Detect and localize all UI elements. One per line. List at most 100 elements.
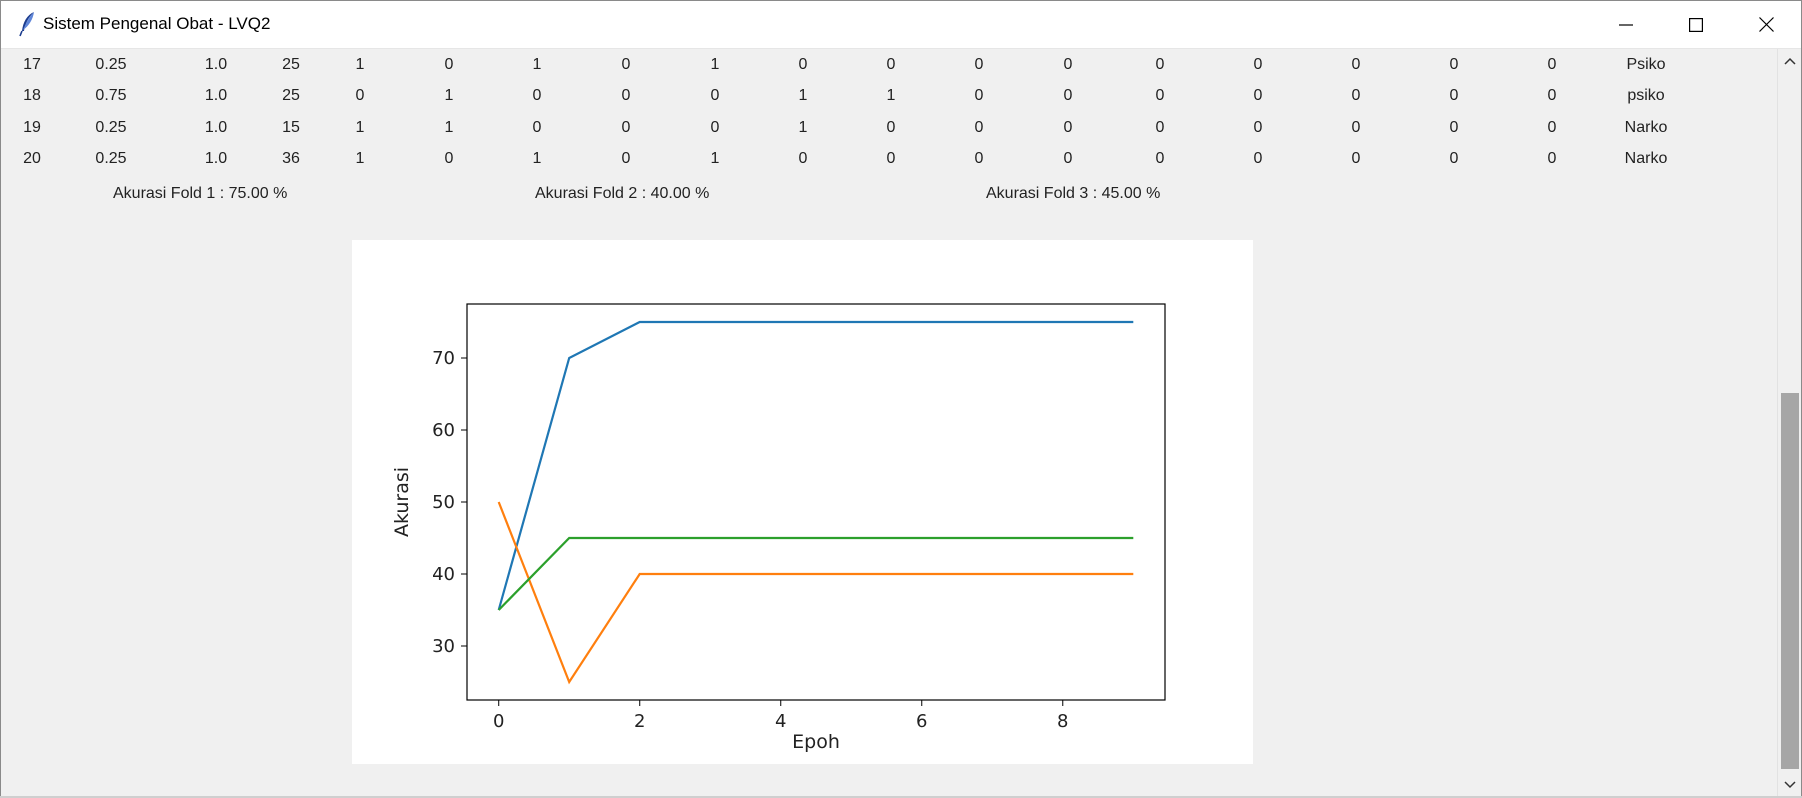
table-cell: 0 xyxy=(1547,87,1557,104)
scroll-thumb[interactable] xyxy=(1781,393,1799,769)
main-content: 17 0.25 1.0 25 1 0 1 0 1 0 0 0 0 0 0 0 0 0 Psiko 1 8 0.75 1.0 2… xyxy=(1,49,1777,797)
vertical-scrollbar[interactable] xyxy=(1777,49,1801,797)
table-cell: 0 xyxy=(710,119,720,136)
table-cell: 0 xyxy=(1351,150,1361,167)
scroll-up-button[interactable] xyxy=(1778,49,1801,73)
table-cell: 0 xyxy=(1351,119,1361,136)
x-tick-label: 8 xyxy=(1057,711,1068,732)
table-cell: 1 xyxy=(798,87,808,104)
accuracy-chart-panel: 0 2 4 6 8 30 40 50 60 70 Epoh Akurasi xyxy=(352,240,1253,764)
series-line-1 xyxy=(497,320,1134,611)
y-tick-label: 70 xyxy=(432,348,455,369)
table-cell: 0 xyxy=(886,119,896,136)
table-cell: 0 xyxy=(1449,119,1459,136)
table-cell: 0 xyxy=(1155,56,1165,73)
y-tick-label: 30 xyxy=(432,636,455,657)
table-cell: 19 xyxy=(23,119,41,136)
table-cell: 0 xyxy=(532,87,542,104)
series-line-3 xyxy=(497,536,1134,611)
axes-frame xyxy=(466,303,1166,701)
table-cell: 25 xyxy=(282,87,300,104)
y-tick-label: 40 xyxy=(432,564,455,585)
table-cell: 0 xyxy=(974,56,984,73)
table-cell: 0 xyxy=(355,87,365,104)
table-cell: 0 xyxy=(444,150,454,167)
table-cell: 0 xyxy=(886,56,896,73)
table-cell: 1 xyxy=(444,87,454,104)
table-cell: 1 xyxy=(710,56,720,73)
table-cell: 1 xyxy=(355,150,365,167)
maximize-icon xyxy=(1689,17,1703,32)
table-cell: psiko xyxy=(1627,87,1665,104)
table-cell: 1 xyxy=(532,56,542,73)
window-bottom-edge xyxy=(0,796,1802,798)
scroll-down-button[interactable] xyxy=(1778,773,1801,797)
table-cell: 1 xyxy=(710,150,720,167)
table-cell: 0 xyxy=(886,150,896,167)
maximize-button[interactable] xyxy=(1666,1,1726,48)
table-cell: 0 xyxy=(1155,87,1165,104)
table-cell: 1 xyxy=(886,87,896,104)
table-cell: 1 xyxy=(798,119,808,136)
chevron-down-icon xyxy=(1784,781,1796,789)
table-cell: 0 xyxy=(532,119,542,136)
table-cell: 0 xyxy=(974,150,984,167)
y-tick-label: 50 xyxy=(432,492,455,513)
table-cell: 0 xyxy=(444,56,454,73)
table-cell: 17 xyxy=(23,56,41,73)
y-axis-label: Akurasi xyxy=(391,467,413,537)
table-cell: 1.0 xyxy=(204,87,228,104)
accuracy-fold-2: Akurasi Fold 2 : 40.00 % xyxy=(535,185,710,202)
x-tick-label: 2 xyxy=(634,711,645,732)
table-cell: 0 xyxy=(621,150,631,167)
y-tick-label: 60 xyxy=(432,420,455,441)
table-cell: 0 xyxy=(1449,150,1459,167)
x-axis-label: Epoh xyxy=(792,731,840,753)
title-bar[interactable]: Sistem Pengenal Obat - LVQ2 xyxy=(1,1,1801,49)
window-title: Sistem Pengenal Obat - LVQ2 xyxy=(43,14,271,33)
table-cell: 0 xyxy=(621,56,631,73)
table-cell: 0.75 xyxy=(95,87,127,104)
accuracy-fold-1: Akurasi Fold 1 : 75.00 % xyxy=(113,185,288,202)
table-cell: 0 xyxy=(974,87,984,104)
table-cell: Narko xyxy=(1624,150,1668,167)
table-cell: 0 xyxy=(1063,56,1073,73)
table-cell: 0 xyxy=(1449,56,1459,73)
table-cell: 20 xyxy=(23,150,41,167)
table-cell: 0 xyxy=(710,87,720,104)
table-cell: 0 xyxy=(621,119,631,136)
minimize-button[interactable] xyxy=(1596,1,1656,48)
table-cell: 0.25 xyxy=(95,56,127,73)
table-cell: 0 xyxy=(798,56,808,73)
table-cell: 15 xyxy=(282,119,300,136)
minimize-icon xyxy=(1619,23,1633,26)
table-cell: 0 xyxy=(1155,119,1165,136)
table-cell: 1 xyxy=(355,119,365,136)
table-cell: 1.0 xyxy=(204,150,228,167)
table-cell: Psiko xyxy=(1626,56,1666,73)
series-line-2 xyxy=(497,501,1134,685)
table-cell: Narko xyxy=(1624,119,1668,136)
table-cell: 0 xyxy=(1449,87,1459,104)
table-cell: 0 xyxy=(1253,56,1263,73)
table-cell: 0 xyxy=(1063,87,1073,104)
x-tick-label: 4 xyxy=(775,711,786,732)
table-cell: 36 xyxy=(282,150,300,167)
accuracy-chart: 0 2 4 6 8 30 40 50 60 70 Epoh Akurasi xyxy=(391,303,1166,753)
table-cell: 0 xyxy=(1253,150,1263,167)
table-cell: 1.0 xyxy=(204,119,228,136)
chevron-up-icon xyxy=(1784,57,1796,65)
table-cell: 1 xyxy=(532,150,542,167)
close-icon xyxy=(1758,17,1774,32)
table-cell: 0 xyxy=(974,119,984,136)
table-cell: 0 xyxy=(1155,150,1165,167)
table-cell: 1 xyxy=(355,56,365,73)
table-cell: 0.25 xyxy=(95,150,127,167)
accuracy-fold-3: Akurasi Fold 3 : 45.00 % xyxy=(986,185,1161,202)
table-cell: 0 xyxy=(1063,150,1073,167)
table-cell: 0 xyxy=(1547,150,1557,167)
close-button[interactable] xyxy=(1736,1,1796,48)
feather-icon xyxy=(17,11,39,37)
table-cell: 0 xyxy=(621,87,631,104)
